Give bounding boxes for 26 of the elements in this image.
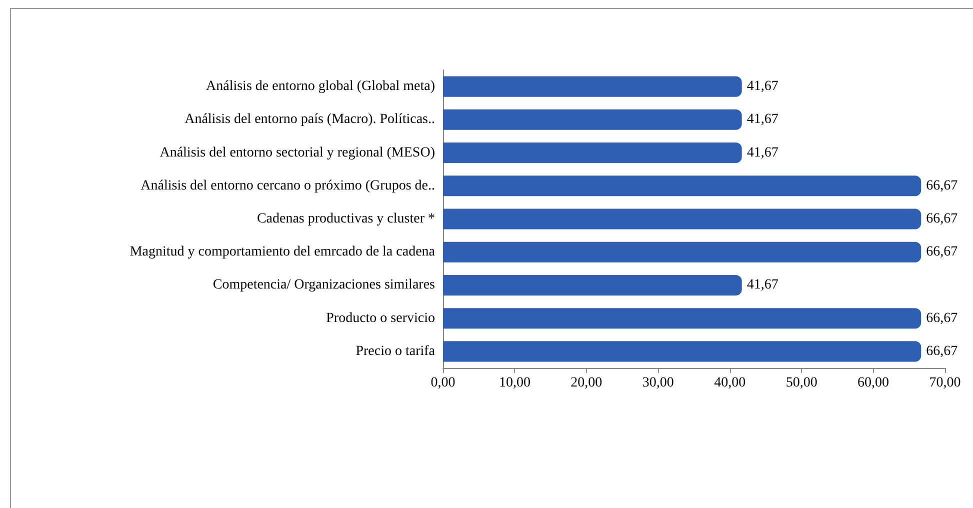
x-tick-label: 40,00: [714, 376, 746, 390]
data-label: 41,67: [746, 145, 778, 160]
x-tick-label: 30,00: [642, 376, 674, 390]
y-tick-label: Análisis de entorno global (Global meta): [206, 79, 436, 94]
y-tick-label: Competencia/ Organizaciones similares: [212, 278, 435, 293]
data-label: 66,67: [926, 244, 958, 260]
x-tick-label: 10,00: [498, 376, 530, 390]
x-tick-label: 20,00: [570, 376, 602, 390]
y-tick-label: Precio o tarifa: [356, 344, 436, 359]
y-tick-label: Análisis del entorno sectorial y regional (MESO): [160, 145, 436, 160]
y-tick-label: Análisis del entorno país (Macro). Políticas..: [184, 112, 435, 128]
data-label: 66,67: [926, 178, 958, 194]
y-tick-label: Cadenas productivas y cluster *: [256, 212, 435, 226]
y-tick-label: Análisis del entorno cercano o próximo (Grupos de..: [140, 178, 435, 194]
x-tick-label: 60,00: [858, 376, 890, 390]
data-label: 66,67: [926, 344, 958, 359]
y-tick-label: Magnitud y comportamiento del emrcado de la cadena: [130, 244, 436, 260]
data-label: 66,67: [926, 212, 958, 226]
data-label: 41,67: [746, 79, 778, 94]
data-label: 66,67: [926, 310, 958, 326]
y-tick-label: Producto o servicio: [326, 310, 435, 326]
x-tick-label: 50,00: [786, 376, 818, 390]
x-tick-label: 0,00: [430, 376, 456, 390]
x-tick-label: 70,00: [929, 376, 961, 390]
data-label: 41,67: [746, 278, 778, 293]
data-label: 41,67: [746, 112, 778, 128]
